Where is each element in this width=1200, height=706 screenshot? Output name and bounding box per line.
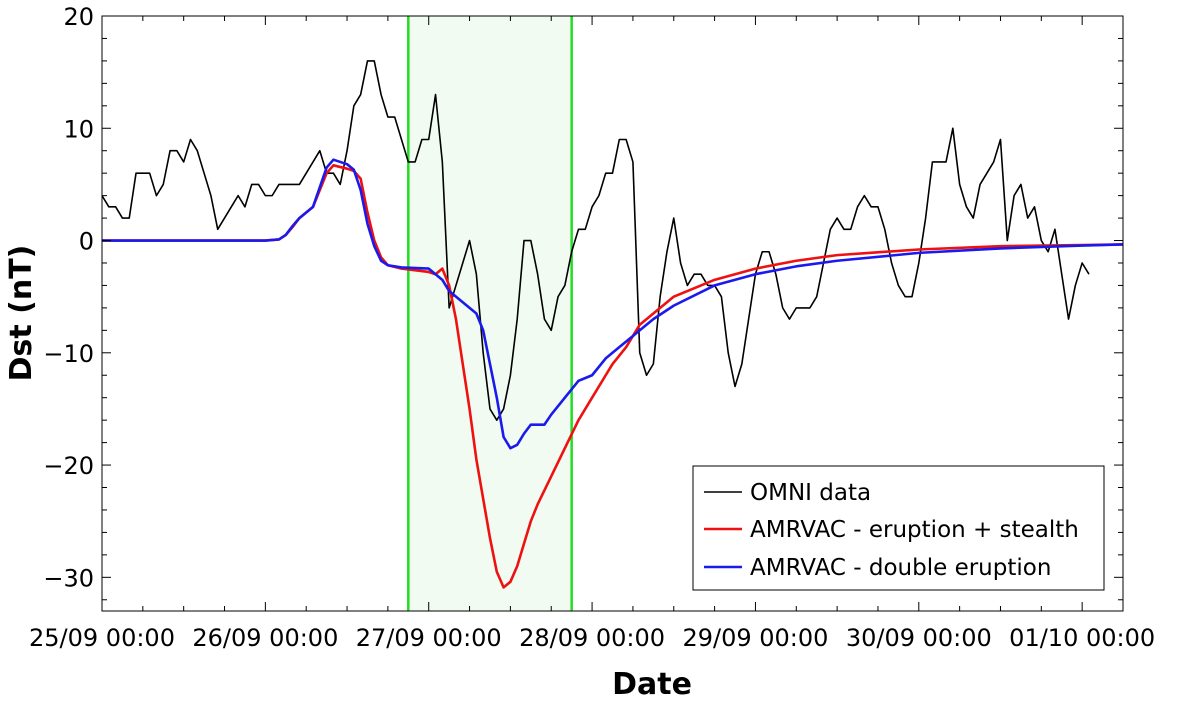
x-tick-label: 30/09 00:00: [846, 624, 992, 652]
legend-label: AMRVAC - eruption + stealth: [750, 517, 1079, 543]
y-tick-label: −30: [43, 564, 94, 592]
y-tick-label: 20: [63, 3, 94, 31]
series-layer: [101, 60, 1124, 589]
shaded-interval: [408, 16, 572, 611]
series-line-omni-data: [101, 60, 1090, 421]
y-axis-title: Dst (nT): [4, 245, 39, 382]
shaded-region-layer: [407, 16, 573, 611]
x-tick-label: 29/09 00:00: [682, 624, 828, 652]
y-tick-label: −20: [43, 452, 94, 480]
x-axis-title: Date: [612, 667, 692, 702]
legend-label: AMRVAC - double eruption: [750, 555, 1051, 581]
y-tick-label: 10: [63, 115, 94, 143]
y-tick-label: −10: [43, 340, 94, 368]
x-tick-label: 28/09 00:00: [519, 624, 665, 652]
x-tick-label: 27/09 00:00: [356, 624, 502, 652]
y-tick-label: 0: [79, 228, 94, 256]
x-tick-label: 01/10 00:00: [1009, 624, 1155, 652]
tick-label-layer: 25/09 00:00 26/09 00:00 27/09 00:00 28/09 0…: [29, 3, 1155, 652]
legend-items: OMNI data AMRVAC - eruption + stealth AMRV…: [704, 480, 1079, 581]
x-tick-label: 25/09 00:00: [29, 624, 175, 652]
legend-label: OMNI data: [750, 480, 871, 506]
series-line-amrvac-double-eruption: [102, 158, 1124, 450]
x-tick-label: 26/09 00:00: [192, 624, 338, 652]
plot-frame: [101, 15, 1124, 612]
legend-box: [692, 465, 1105, 591]
legend: OMNI data AMRVAC - eruption + stealth AMRV…: [692, 465, 1105, 591]
series-line-amrvac-eruption-stealth: [102, 164, 1124, 589]
tick-layer: [101, 15, 1124, 611]
